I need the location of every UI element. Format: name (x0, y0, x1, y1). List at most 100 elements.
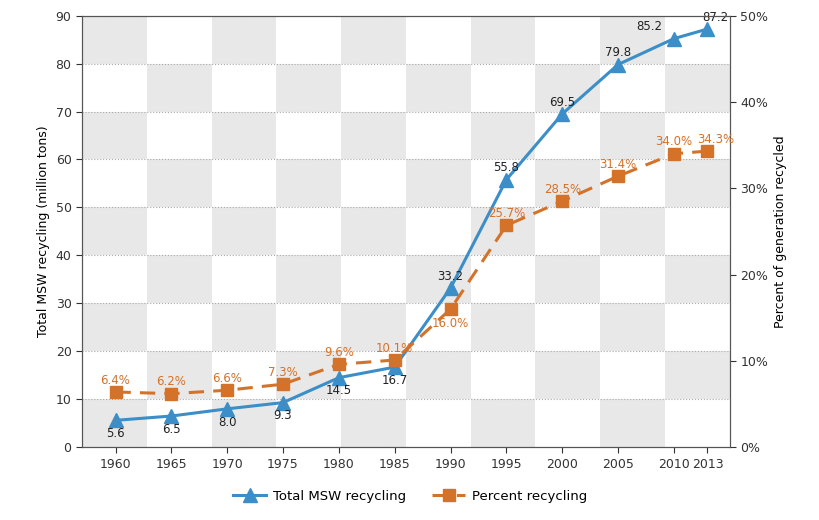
Text: 6.6%: 6.6% (212, 372, 242, 385)
Bar (341, 160, 405, 207)
Bar (147, 111, 211, 160)
Line: Total MSW recycling: Total MSW recycling (108, 22, 713, 427)
Bar (535, 399, 600, 447)
Total MSW recycling (501, 176, 511, 183)
Text: 87.2: 87.2 (702, 11, 728, 24)
Text: 16.7: 16.7 (381, 374, 407, 387)
Bar (600, 303, 664, 352)
Total MSW recycling (557, 111, 567, 117)
Text: 31.4%: 31.4% (599, 158, 636, 171)
Bar (470, 111, 535, 160)
Bar (600, 255, 664, 303)
Bar (147, 160, 211, 207)
Bar (664, 160, 729, 207)
Bar (211, 303, 276, 352)
Bar (470, 255, 535, 303)
Bar (341, 399, 405, 447)
Bar (276, 111, 341, 160)
Text: 55.8: 55.8 (493, 161, 518, 174)
Text: 10.1%: 10.1% (376, 342, 413, 355)
Bar (341, 16, 405, 63)
Bar (600, 352, 664, 399)
Bar (276, 303, 341, 352)
Bar (470, 160, 535, 207)
Bar (535, 111, 600, 160)
Bar (405, 207, 470, 255)
Bar (405, 352, 470, 399)
Text: 6.4%: 6.4% (101, 374, 130, 387)
Bar (470, 207, 535, 255)
Bar (535, 160, 600, 207)
Text: 9.3: 9.3 (274, 409, 292, 422)
Text: 6.5: 6.5 (162, 423, 180, 436)
Text: 33.2: 33.2 (437, 270, 463, 283)
Percent recycling (278, 381, 287, 387)
Bar (405, 399, 470, 447)
Bar (535, 16, 600, 63)
Bar (147, 255, 211, 303)
Bar (341, 255, 405, 303)
Text: 6.2%: 6.2% (156, 375, 186, 388)
Bar (600, 63, 664, 111)
Line: Percent recycling: Percent recycling (109, 145, 713, 400)
Bar (211, 16, 276, 63)
Bar (405, 16, 470, 63)
Bar (405, 303, 470, 352)
Bar (211, 160, 276, 207)
Bar (600, 111, 664, 160)
Bar (341, 207, 405, 255)
Text: 85.2: 85.2 (636, 20, 661, 33)
Bar (211, 255, 276, 303)
Bar (276, 160, 341, 207)
Text: 8.0: 8.0 (218, 415, 236, 428)
Bar (341, 63, 405, 111)
Percent recycling (557, 198, 567, 204)
Bar (405, 160, 470, 207)
Total MSW recycling (668, 35, 678, 42)
Bar (276, 399, 341, 447)
Total MSW recycling (445, 285, 455, 291)
Bar (82, 160, 147, 207)
Bar (470, 63, 535, 111)
Bar (664, 255, 729, 303)
Bar (664, 399, 729, 447)
Bar (600, 160, 664, 207)
Bar (82, 207, 147, 255)
Bar (147, 303, 211, 352)
Bar (535, 63, 600, 111)
Percent recycling (166, 391, 176, 397)
Bar (664, 111, 729, 160)
Text: 16.0%: 16.0% (432, 317, 468, 330)
Legend: Total MSW recycling, Percent recycling: Total MSW recycling, Percent recycling (228, 485, 591, 508)
Bar (470, 16, 535, 63)
Bar (535, 207, 600, 255)
Percent recycling (501, 222, 511, 228)
Bar (211, 63, 276, 111)
Percent recycling (222, 387, 232, 393)
Bar (600, 399, 664, 447)
Bar (405, 111, 470, 160)
Percent recycling (389, 357, 399, 363)
Y-axis label: Percent of generation recycled: Percent of generation recycled (773, 135, 785, 328)
Bar (470, 352, 535, 399)
Bar (276, 352, 341, 399)
Total MSW recycling (389, 364, 399, 370)
Bar (664, 16, 729, 63)
Text: 14.5: 14.5 (325, 384, 351, 397)
Bar (147, 352, 211, 399)
Bar (276, 207, 341, 255)
Bar (276, 63, 341, 111)
Bar (211, 207, 276, 255)
Bar (147, 16, 211, 63)
Bar (82, 16, 147, 63)
Bar (211, 111, 276, 160)
Percent recycling (613, 173, 622, 179)
Total MSW recycling (222, 406, 232, 412)
Text: 69.5: 69.5 (549, 96, 575, 109)
Bar (82, 399, 147, 447)
Bar (600, 16, 664, 63)
Bar (147, 63, 211, 111)
Bar (664, 352, 729, 399)
Bar (535, 303, 600, 352)
Percent recycling (702, 148, 712, 154)
